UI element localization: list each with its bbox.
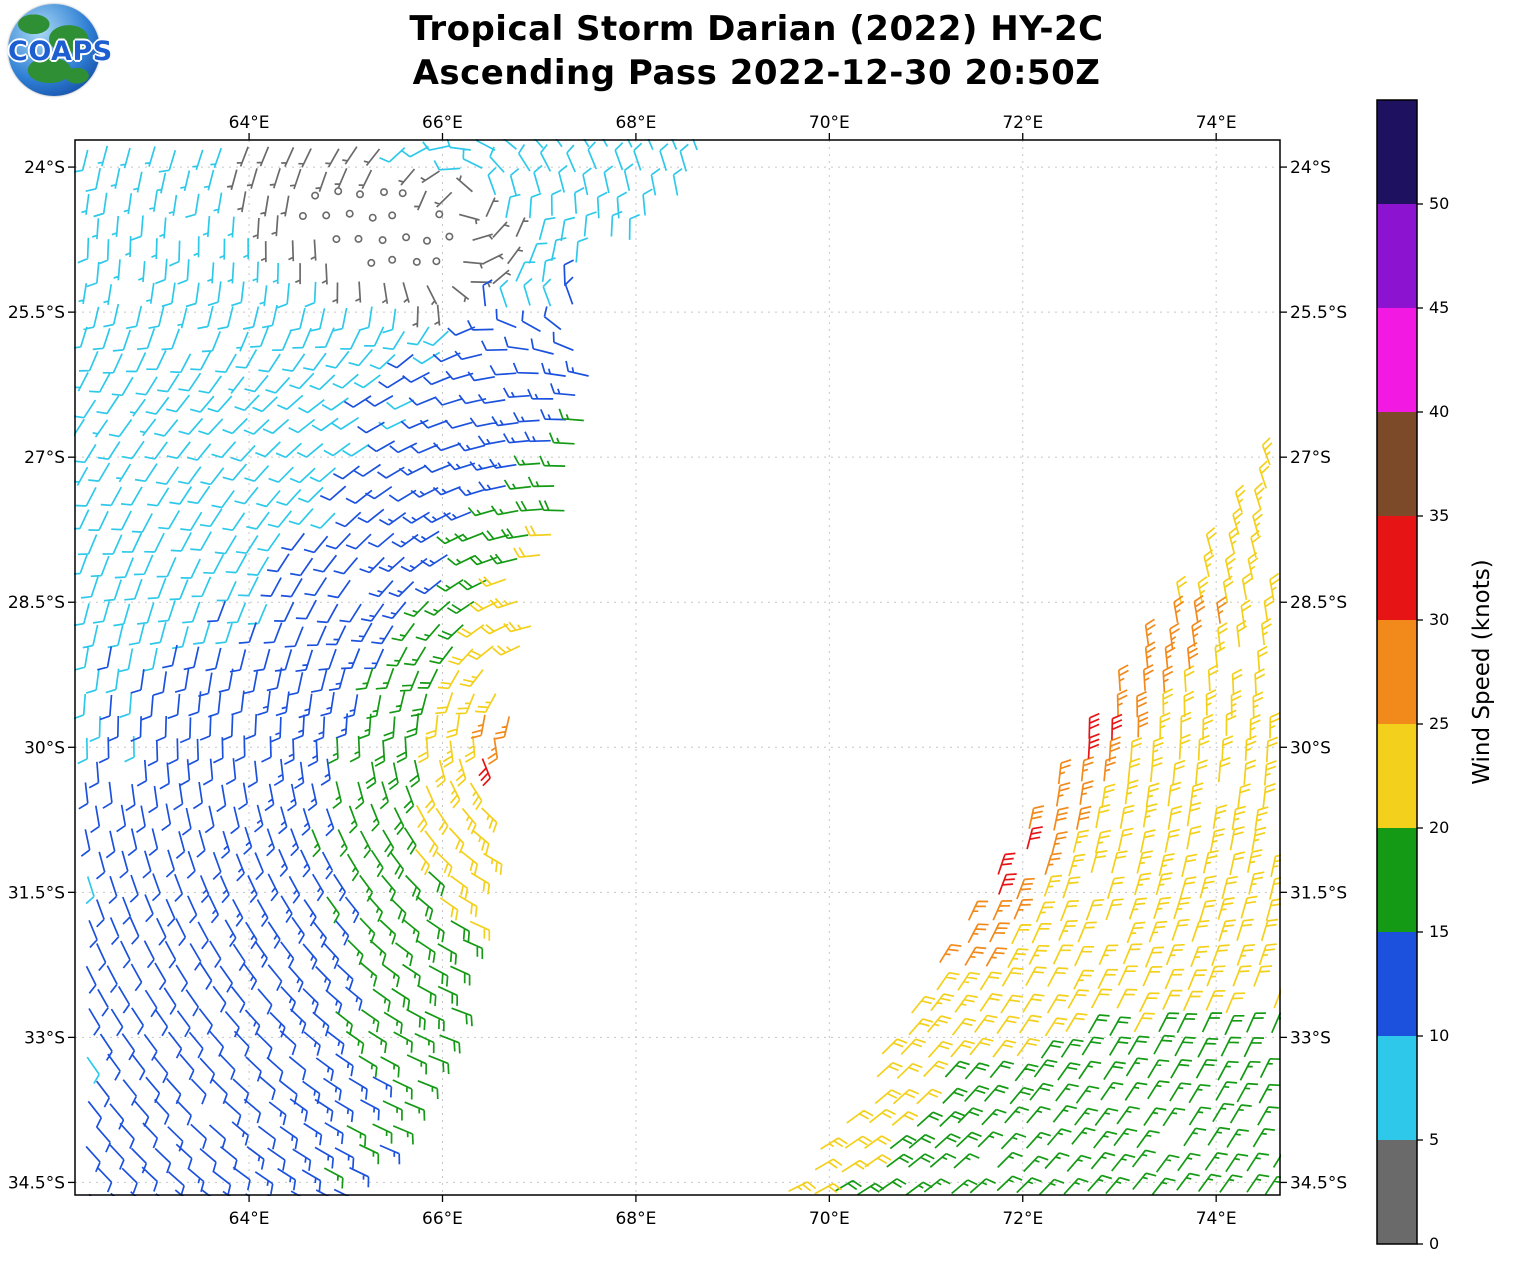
y-tick-right-5: 31.5°S	[1290, 883, 1347, 903]
colorbar-axis-label: Wind Speed (knots)	[1469, 559, 1495, 784]
colorbar-tick-15: 15	[1429, 922, 1449, 941]
x-tick-top-4: 72°E	[1002, 113, 1043, 133]
colorbar-band-35-40	[1377, 412, 1417, 516]
x-tick-bottom-1: 66°E	[422, 1209, 463, 1229]
colorbar-tick-0: 0	[1429, 1234, 1439, 1253]
colorbar-band-20-25	[1377, 724, 1417, 828]
colorbar-band-45-50	[1377, 204, 1417, 308]
wind-barb-field	[74, 139, 1281, 1196]
colorbar-tick-50: 50	[1429, 194, 1449, 213]
colorbar-tick-35: 35	[1429, 506, 1449, 525]
y-tick-right-6: 33°S	[1290, 1028, 1331, 1048]
y-tick-left-5: 31.5°S	[8, 883, 65, 903]
y-tick-left-6: 33°S	[24, 1028, 65, 1048]
colorbar-band-15-20	[1377, 828, 1417, 932]
y-tick-left-7: 34.5°S	[8, 1173, 65, 1193]
y-tick-left-0: 24°S	[24, 158, 65, 178]
y-tick-right-7: 34.5°S	[1290, 1173, 1347, 1193]
y-tick-right-3: 28.5°S	[1290, 593, 1347, 613]
wind-barbs	[478, 712, 1123, 895]
x-tick-bottom-3: 70°E	[809, 1209, 850, 1229]
coaps-logo-text: COAPS	[8, 36, 113, 67]
colorbar-band-50-55	[1377, 100, 1417, 204]
x-tick-bottom-4: 72°E	[1002, 1209, 1043, 1229]
plot-frame	[74, 139, 1281, 1196]
calm-wind-circles	[298, 187, 454, 267]
colorbar-tick-20: 20	[1429, 818, 1449, 837]
gridlines	[75, 140, 1280, 1195]
y-tick-right-0: 24°S	[1290, 158, 1331, 178]
colorbar-tick-45: 45	[1429, 298, 1449, 317]
x-tick-bottom-5: 74°E	[1196, 1209, 1237, 1229]
y-tick-left-2: 27°S	[24, 448, 65, 468]
colorbar-band-40-45	[1377, 308, 1417, 412]
colorbar-tick-30: 30	[1429, 610, 1449, 629]
x-tick-bottom-2: 68°E	[615, 1209, 656, 1229]
colorbar-band-25-30	[1377, 620, 1417, 724]
globe-icon	[8, 4, 100, 96]
x-tick-top-1: 66°E	[422, 113, 463, 133]
colorbar-tick-10: 10	[1429, 1026, 1449, 1045]
x-tick-top-0: 64°E	[229, 113, 270, 133]
wind-barbs	[74, 139, 698, 1084]
y-tick-right-2: 27°S	[1290, 448, 1331, 468]
x-tick-bottom-0: 64°E	[229, 1209, 270, 1229]
title-line1: Tropical Storm Darian (2022) HY-2C	[409, 9, 1104, 49]
wind-barbs	[415, 437, 1281, 1195]
x-tick-top-3: 70°E	[809, 113, 850, 133]
y-tick-right-1: 25.5°S	[1290, 303, 1347, 323]
y-tick-left-4: 30°S	[24, 738, 65, 758]
axis-ticks	[68, 133, 1287, 1202]
colorbar-tick-5: 5	[1429, 1130, 1439, 1149]
title-line2: Ascending Pass 2022-12-30 20:50Z	[412, 52, 1101, 93]
coaps-logo: COAPS	[8, 4, 113, 98]
axis-tick-labels: 64°E 64°E 66°E 66°E 68°E 68°E 70°E 70°E 72°E 72°E…	[8, 113, 1347, 1229]
y-tick-right-4: 30°S	[1290, 738, 1331, 758]
colorbar-band-30-35	[1377, 516, 1417, 620]
x-tick-top-2: 68°E	[615, 113, 656, 133]
x-tick-top-5: 74°E	[1196, 113, 1237, 133]
y-tick-left-3: 28.5°S	[8, 593, 65, 613]
colorbar-tick-25: 25	[1429, 714, 1449, 733]
colorbar: 0 5 10 15 20 25 30 35 40 45 50 Wind Speed (knots)	[1376, 99, 1495, 1253]
wind-barbs	[311, 408, 1281, 1196]
chart-title: Tropical Storm Darian (2022) HY-2C Ascen…	[0, 8, 1513, 95]
colorbar-tick-40: 40	[1429, 402, 1449, 421]
wind-barbs	[78, 259, 589, 1196]
colorbar-band-10-15	[1377, 932, 1417, 1036]
wind-barbs	[470, 594, 1228, 967]
wind-barbs	[226, 146, 529, 328]
colorbar-outline	[1376, 99, 1418, 1245]
y-tick-left-1: 25.5°S	[8, 303, 65, 323]
colorbar-band-0-5	[1377, 1140, 1417, 1244]
colorbar-band-5-10	[1377, 1036, 1417, 1140]
